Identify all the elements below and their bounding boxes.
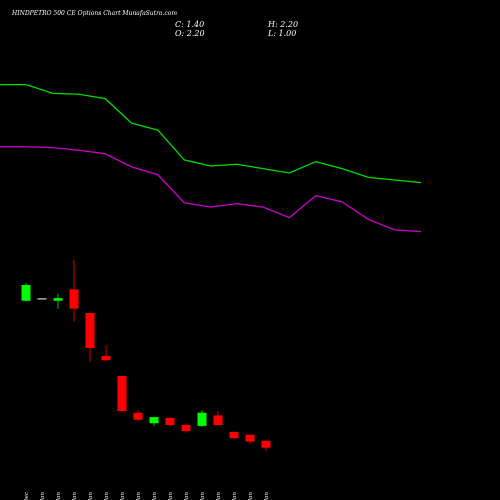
candle-body — [197, 412, 207, 426]
x-tick-label: 06 Jan — [88, 492, 94, 500]
candle-body — [101, 355, 111, 361]
indicator-line — [0, 83, 422, 184]
open-text: O: 2.20 — [175, 29, 205, 38]
x-tick-label: 15 Jan — [184, 492, 190, 500]
candle-body — [261, 440, 271, 448]
x-tick-label: 20 Jan — [232, 492, 238, 500]
candle-body — [229, 432, 239, 439]
candle-body — [69, 289, 79, 309]
high-text: H: 2.20 — [267, 20, 298, 29]
x-tick-label: 31 Dec — [24, 492, 30, 500]
candle-body — [85, 313, 95, 348]
candle-body — [245, 434, 255, 442]
candle-body — [37, 298, 47, 300]
x-tick-label: 03 Jan — [72, 492, 78, 500]
x-tick-label: 14 Jan — [168, 492, 174, 500]
x-tick-label: 21 Jan — [248, 492, 254, 500]
candle-body — [133, 412, 143, 420]
x-tick-label: 07 Jan — [104, 492, 110, 500]
x-tick-label: 01 Jan — [40, 492, 46, 500]
candle-body — [21, 285, 31, 301]
candle-body — [149, 417, 159, 424]
x-tick-label: 16 Jan — [200, 492, 206, 500]
indicator-line — [0, 146, 422, 233]
chart-title: HINDPETRO 500 CE Options Chart MunafaSut… — [11, 10, 177, 17]
x-tick-label: 02 Jan — [56, 492, 62, 500]
candle-body — [117, 376, 127, 411]
x-tick-label: 17 Jan — [216, 492, 222, 500]
x-tick-label: 13 Jan — [152, 492, 158, 500]
x-tick-label: 09 Jan — [136, 492, 142, 500]
x-tick-label: 08 Jan — [120, 492, 126, 500]
close-text: C: 1.40 — [175, 20, 204, 29]
x-tick-label: 22 Jan — [264, 492, 270, 500]
candle-body — [213, 415, 223, 425]
low-text: L: 1.00 — [267, 29, 296, 38]
candle-body — [53, 298, 63, 301]
candle-body — [181, 425, 191, 432]
candle-body — [165, 418, 175, 425]
